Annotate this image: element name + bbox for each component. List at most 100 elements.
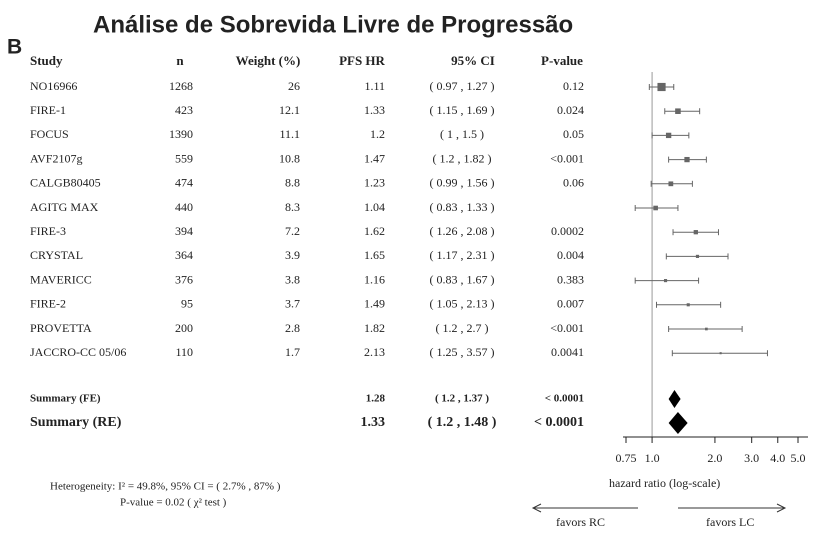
hr-point	[668, 181, 674, 187]
study-name: FIRE-2	[30, 297, 66, 311]
ci-label: ( 1.25 , 3.57 )	[430, 345, 495, 359]
x-tick-label: 2.0	[707, 451, 722, 465]
study-name: FIRE-1	[30, 103, 66, 117]
hr-point	[705, 327, 708, 331]
n-value: 95	[181, 297, 193, 311]
hr-value: 1.11	[364, 79, 385, 93]
summary-ci: ( 1.2 , 1.48 )	[428, 415, 497, 430]
chart-title: Análise de Sobrevida Livre de Progressão	[93, 11, 573, 38]
hr-point	[684, 156, 690, 163]
column-header: n	[176, 53, 184, 68]
favors-right-label: favors LC	[706, 515, 754, 529]
heterogeneity-text: Heterogeneity: I² = 49.8%, 95% CI = ( 2.…	[50, 481, 281, 493]
summary-hr: 1.28	[366, 393, 386, 405]
p-value: 0.06	[563, 176, 584, 190]
hr-point	[653, 205, 658, 211]
summary-ci: ( 1.2 , 1.37 )	[435, 393, 489, 405]
weight-value: 7.2	[285, 224, 300, 238]
p-value: <0.001	[550, 321, 584, 335]
hr-point	[695, 254, 700, 258]
weight-value: 3.9	[285, 248, 300, 262]
weight-value: 2.8	[285, 321, 300, 335]
column-header: Weight (%)	[236, 53, 301, 68]
n-value: 423	[175, 103, 193, 117]
ci-label: ( 1.2 , 2.7 )	[436, 321, 489, 335]
x-tick-label: 0.75	[616, 451, 637, 465]
arrow-head-right	[776, 503, 787, 513]
study-name: MAVERICC	[30, 272, 92, 286]
hr-point	[719, 352, 722, 355]
p-value: <0.001	[550, 151, 584, 165]
weight-value: 11.1	[279, 127, 300, 141]
summary-diamond	[668, 390, 681, 408]
study-name: CRYSTAL	[30, 248, 83, 262]
weight-value: 12.1	[279, 103, 300, 117]
ci-label: ( 1.17 , 2.31 )	[430, 248, 495, 262]
hr-value: 1.62	[364, 224, 385, 238]
study-name: AGITG MAX	[30, 200, 99, 214]
ci-label: ( 0.99 , 1.56 )	[430, 176, 495, 190]
n-value: 200	[175, 321, 193, 335]
column-header: PFS HR	[339, 53, 385, 68]
summary-name: Summary (RE)	[30, 415, 122, 430]
n-value: 110	[175, 345, 193, 359]
hr-point	[675, 108, 681, 114]
weight-value: 1.7	[285, 345, 300, 359]
summary-name: Summary (FE)	[30, 393, 101, 405]
hr-point	[665, 132, 672, 139]
panel-label: B	[7, 36, 22, 59]
hr-value: 1.23	[364, 176, 385, 190]
ci-label: ( 0.83 , 1.67 )	[430, 272, 495, 286]
hr-value: 2.13	[364, 345, 385, 359]
hr-value: 1.65	[364, 248, 385, 262]
column-header: Study	[30, 53, 63, 68]
hr-value: 1.82	[364, 321, 385, 335]
column-header: 95% CI	[451, 53, 495, 68]
x-tick-label: 1.0	[645, 451, 660, 465]
arrow-head-left	[531, 503, 542, 513]
p-value: 0.007	[557, 297, 584, 311]
study-name: FOCUS	[30, 127, 69, 141]
x-axis-label: hazard ratio (log-scale)	[609, 476, 720, 490]
study-name: CALGB80405	[30, 176, 101, 190]
hr-value: 1.2	[370, 127, 385, 141]
x-tick-label: 4.0	[770, 451, 785, 465]
summary-hr: 1.33	[361, 415, 386, 430]
summary-diamond	[668, 412, 688, 434]
n-value: 394	[175, 224, 193, 238]
p-value: 0.383	[557, 272, 584, 286]
weight-value: 10.8	[279, 151, 300, 165]
weight-value: 8.8	[285, 176, 300, 190]
hr-point	[686, 303, 690, 307]
p-value: 0.0041	[551, 345, 584, 359]
study-name: FIRE-3	[30, 224, 66, 238]
x-tick-label: 5.0	[791, 451, 806, 465]
hr-point	[693, 230, 698, 235]
heterogeneity-p: P-value = 0.02 ( χ² test )	[120, 497, 227, 509]
p-value: 0.004	[557, 248, 584, 262]
ci-label: ( 1.15 , 1.69 )	[430, 103, 495, 117]
n-value: 376	[175, 272, 193, 286]
n-value: 1390	[169, 127, 193, 141]
ci-label: ( 1.05 , 2.13 )	[430, 297, 495, 311]
n-value: 364	[175, 248, 193, 262]
weight-value: 8.3	[285, 200, 300, 214]
x-tick-label: 3.0	[744, 451, 759, 465]
weight-value: 3.8	[285, 272, 300, 286]
study-name: JACCRO-CC 05/06	[30, 345, 126, 359]
column-header: P-value	[541, 53, 583, 68]
p-value: 0.0002	[551, 224, 584, 238]
favors-left-label: favors RC	[556, 515, 605, 529]
p-value: 0.12	[563, 79, 584, 93]
study-name: PROVETTA	[30, 321, 92, 335]
p-value: 0.05	[563, 127, 584, 141]
n-value: 1268	[169, 79, 193, 93]
study-name: AVF2107g	[30, 151, 82, 165]
weight-value: 3.7	[285, 297, 300, 311]
n-value: 474	[175, 176, 193, 190]
hr-point	[663, 279, 668, 283]
ci-label: ( 0.97 , 1.27 )	[430, 79, 495, 93]
hr-value: 1.49	[364, 297, 385, 311]
